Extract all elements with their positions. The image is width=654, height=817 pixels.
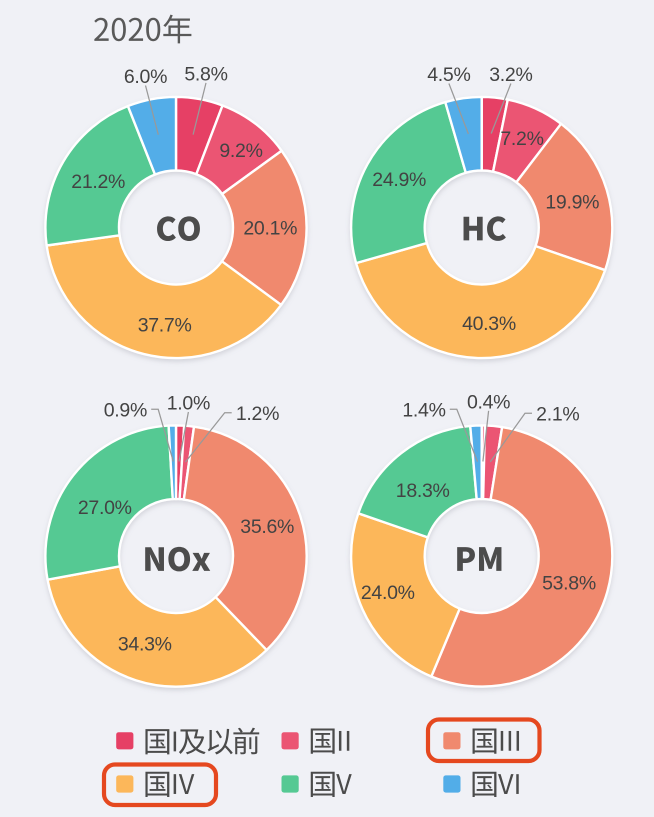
svg-text:53.8%: 53.8% <box>542 573 596 595</box>
svg-text:40.3%: 40.3% <box>462 313 516 335</box>
svg-text:27.0%: 27.0% <box>78 497 132 519</box>
svg-text:19.9%: 19.9% <box>545 192 599 214</box>
svg-text:21.2%: 21.2% <box>71 171 125 193</box>
svg-text:6.0%: 6.0% <box>124 66 167 88</box>
svg-text:0.4%: 0.4% <box>467 392 510 414</box>
svg-text:1.2%: 1.2% <box>236 403 279 425</box>
svg-text:3.2%: 3.2% <box>489 64 532 86</box>
svg-text:18.3%: 18.3% <box>396 480 450 502</box>
svg-text:1.0%: 1.0% <box>167 393 210 415</box>
svg-text:24.0%: 24.0% <box>361 582 415 604</box>
svg-text:7.2%: 7.2% <box>500 128 543 150</box>
svg-text:9.2%: 9.2% <box>219 140 262 162</box>
svg-text:4.5%: 4.5% <box>427 64 470 86</box>
svg-text:37.7%: 37.7% <box>138 315 192 337</box>
svg-text:1.4%: 1.4% <box>402 400 445 422</box>
svg-text:35.6%: 35.6% <box>240 516 294 538</box>
svg-text:0.9%: 0.9% <box>104 400 147 422</box>
svg-text:34.3%: 34.3% <box>118 634 172 656</box>
svg-text:20.1%: 20.1% <box>243 218 297 240</box>
svg-text:2.1%: 2.1% <box>536 404 579 426</box>
svg-text:5.8%: 5.8% <box>184 64 227 86</box>
svg-text:24.9%: 24.9% <box>372 169 426 191</box>
